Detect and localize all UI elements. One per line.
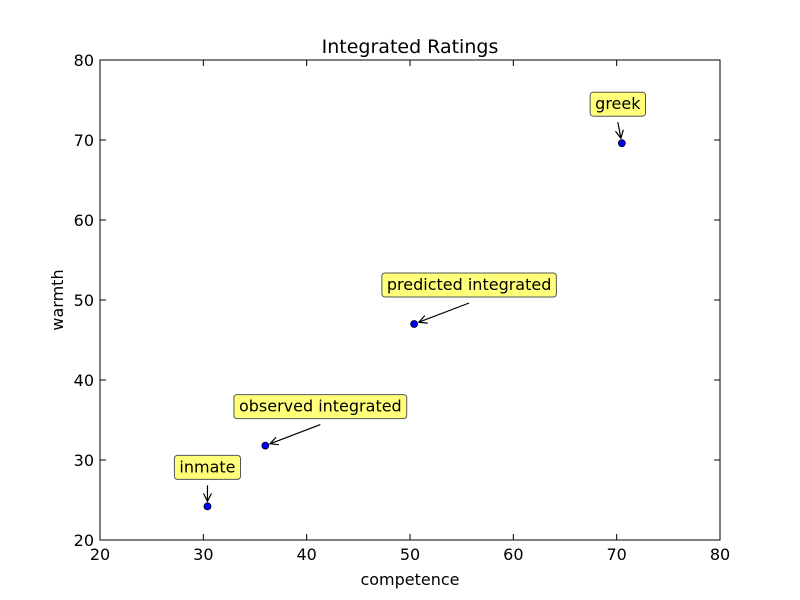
data-point (261, 441, 270, 450)
y-axis: 20 30 40 50 60 70 80 (74, 51, 720, 550)
y-tick-label: 30 (74, 451, 94, 470)
data-point (203, 502, 212, 511)
x-axis-label: competence (360, 570, 459, 589)
annotation-box (381, 272, 557, 298)
annotation: inmate (173, 454, 242, 503)
annotation-arrowhead (417, 315, 428, 324)
chart-title: Integrated Ratings (322, 36, 499, 58)
x-tick-label: 80 (710, 545, 730, 564)
annotation: greek (589, 91, 647, 140)
annotation-box (173, 454, 242, 480)
x-tick-label: 60 (503, 545, 523, 564)
data-point (617, 139, 626, 148)
annotation-label: predicted integrated (387, 275, 552, 294)
annotation-arrow (269, 424, 321, 445)
annotation-label: inmate (179, 457, 235, 476)
annotation-arrowhead (202, 493, 213, 503)
x-tick-label: 20 (90, 545, 110, 564)
annotation-arrow (418, 302, 470, 323)
y-tick-label: 40 (74, 371, 94, 390)
y-axis-label: warmth (48, 269, 67, 330)
annotation-arrow (617, 122, 622, 139)
annotation: observed integrated (233, 394, 408, 446)
annotation-box (233, 394, 408, 420)
annotation-label: greek (595, 94, 641, 113)
annotation-label: observed integrated (239, 397, 402, 416)
x-axis: 20 30 40 50 60 70 80 (90, 60, 730, 564)
annotation-box (589, 91, 647, 117)
y-tick-label: 70 (74, 131, 94, 150)
annotation: predicted integrated (381, 272, 557, 324)
y-tick-label: 60 (74, 211, 94, 230)
y-tick-label: 80 (74, 51, 94, 70)
annotation-arrowhead (268, 436, 279, 446)
x-tick-label: 70 (606, 545, 626, 564)
annotation-arrowhead (614, 129, 624, 140)
y-tick-label: 20 (74, 531, 94, 550)
data-point (410, 320, 419, 328)
x-tick-label: 50 (400, 545, 420, 564)
y-tick-label: 50 (74, 291, 94, 310)
x-tick-label: 30 (193, 545, 213, 564)
plot-area: inmate observed integrated predicted integ… (173, 91, 647, 511)
x-tick-label: 40 (296, 545, 316, 564)
